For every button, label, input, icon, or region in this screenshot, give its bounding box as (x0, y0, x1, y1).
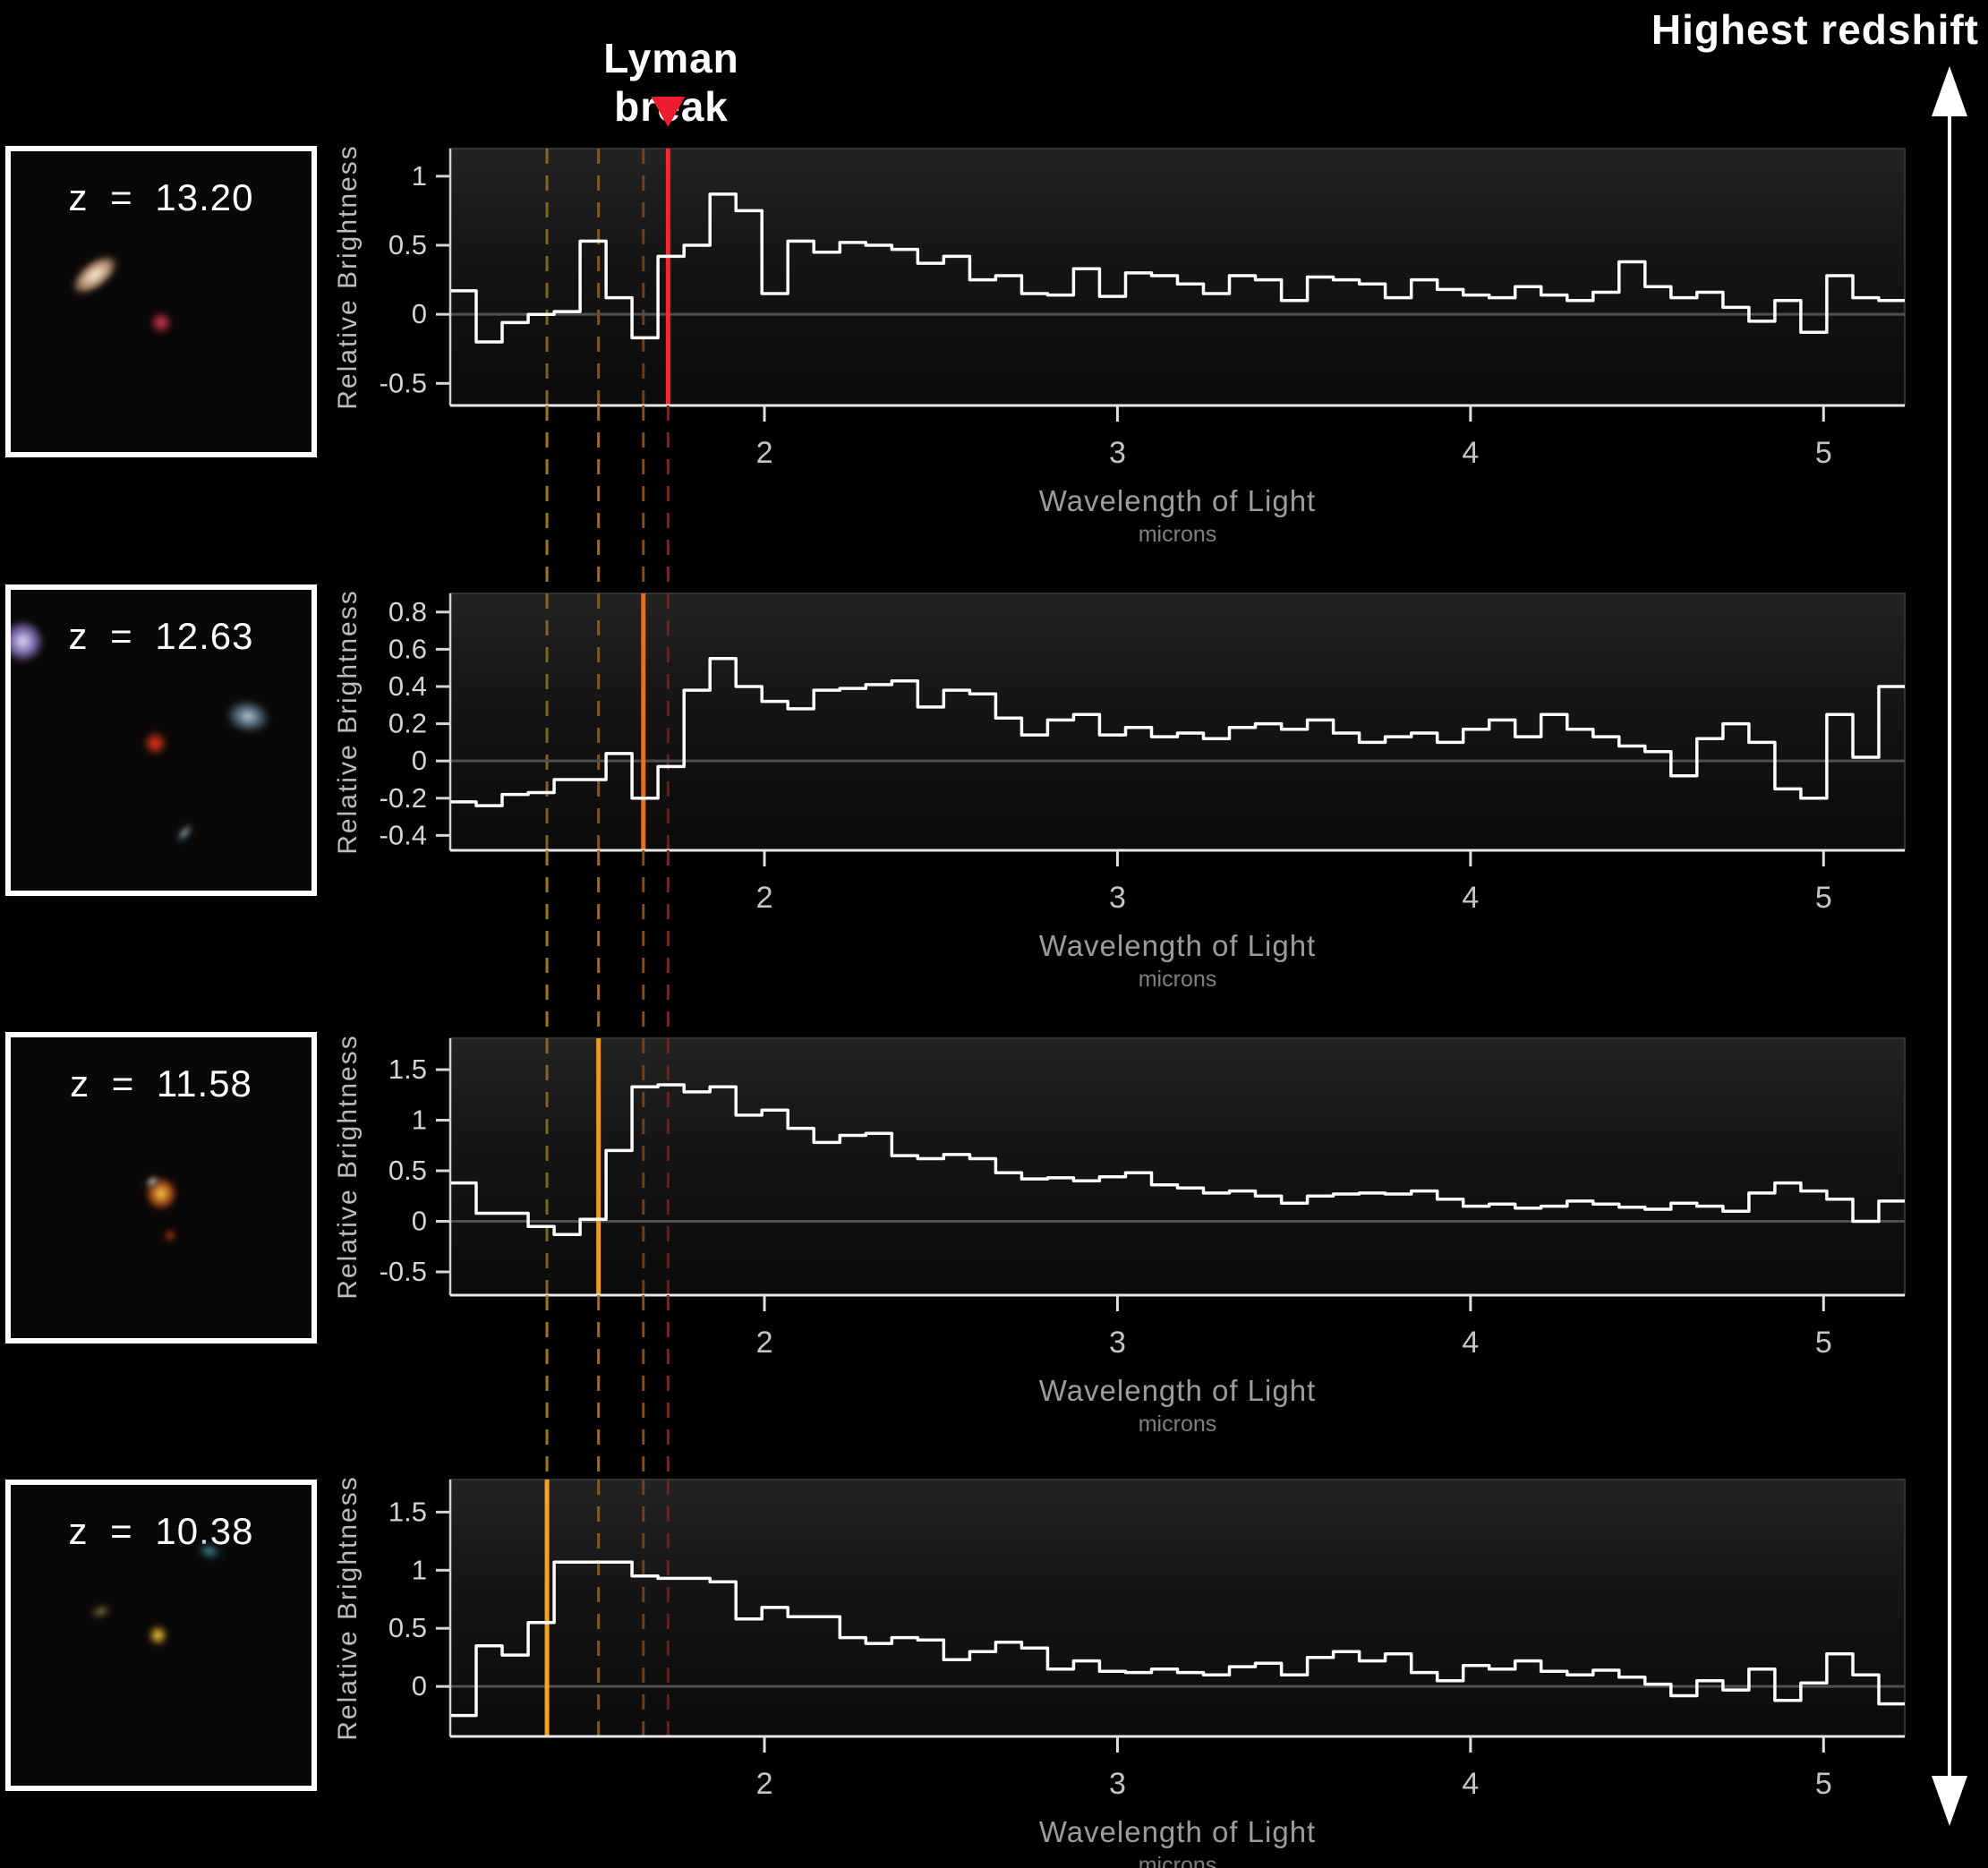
x-tick-label: 5 (1815, 1326, 1832, 1360)
y-tick-label: 1 (412, 160, 427, 192)
lyman-break-label: Lyman break (603, 35, 739, 130)
galaxy-cutout-z13-20: z = 13.20 (5, 146, 317, 457)
x-axis-subtitle: microns (1139, 1853, 1217, 1868)
y-axis-title: Relative Brightness (333, 589, 363, 854)
y-tick-label: 0.8 (388, 596, 427, 627)
spectrum-panel-z12-63: 0.8 0.6 0.4 0.2 0 -0.2 -0.4 2 3 4 5 Wavelength of L… (333, 589, 1906, 992)
plot-background (449, 593, 1906, 851)
faint-galaxy-right (223, 695, 274, 737)
x-tick-label: 2 (756, 436, 773, 470)
plot-background (449, 1479, 1906, 1737)
x-tick-label: 4 (1462, 1326, 1479, 1360)
y-axis-title: Relative Brightness (333, 1034, 363, 1299)
highest-redshift-label: Highest redshift (1651, 6, 1979, 53)
y-tick-label: 0.5 (388, 1155, 427, 1186)
x-tick-label: 5 (1815, 436, 1832, 470)
faint-red-dot-below (162, 1228, 178, 1244)
y-tick-label: -0.4 (380, 819, 427, 850)
corner-star-white-purple (11, 619, 44, 662)
galaxy-cutout-z11-58: z = 11.58 (5, 1032, 317, 1343)
spectrum-plot-svg: 1 0.5 0 -0.5 2 3 4 5 Wavelength of Light microns R… (333, 144, 1906, 547)
y-tick-label: 1.5 (388, 1496, 427, 1527)
redshift-value-label: z = 10.38 (68, 1510, 254, 1552)
spectrum-plot-svg: 1.5 1 0.5 0 2 3 4 5 Wavelength of Light microns Re… (333, 1475, 1906, 1868)
spectrum-panel-z11-58: 1.5 1 0.5 0 -0.5 2 3 4 5 Wavelength of Light micro… (333, 1034, 1906, 1437)
x-tick-label: 3 (1109, 881, 1126, 915)
y-axis-title: Relative Brightness (333, 1475, 363, 1740)
galaxy-elongated-white (64, 247, 125, 303)
redshift-arrow-down-icon (1932, 1776, 1967, 1826)
x-tick-label: 5 (1815, 1767, 1832, 1801)
red-dot (142, 730, 167, 755)
spectrum-plot-svg: 1.5 1 0.5 0 -0.5 2 3 4 5 Wavelength of Light micro… (333, 1034, 1906, 1437)
y-tick-label: 0.5 (388, 1612, 427, 1643)
x-tick-label: 2 (756, 881, 773, 915)
x-tick-label: 3 (1109, 1326, 1126, 1360)
x-tick-label: 2 (756, 1326, 773, 1360)
y-tick-label: -0.5 (380, 367, 427, 398)
y-tick-label: 0 (412, 745, 427, 776)
y-tick-label: 1.5 (388, 1053, 427, 1085)
red-dot (149, 311, 174, 335)
x-axis-title: Wavelength of Light (1039, 929, 1316, 962)
y-tick-label: 0 (412, 1206, 427, 1237)
y-tick-label: -0.5 (380, 1256, 427, 1287)
x-axis-subtitle: microns (1139, 967, 1217, 992)
spectrum-panel-z13-20: 1 0.5 0 -0.5 2 3 4 5 Wavelength of Light microns R… (333, 144, 1906, 547)
y-tick-label: 1 (412, 1105, 427, 1136)
y-tick-label: 0.2 (388, 708, 427, 739)
x-tick-label: 4 (1462, 1767, 1479, 1801)
spectrum-step-curve (450, 192, 1905, 344)
x-tick-label: 4 (1462, 881, 1479, 915)
y-tick-label: 0 (412, 1670, 427, 1702)
spectrum-step-curve (450, 1083, 1905, 1236)
spectrum-step-curve (450, 657, 1905, 807)
x-tick-label: 3 (1109, 1767, 1126, 1801)
x-tick-label: 3 (1109, 436, 1126, 470)
x-axis-title: Wavelength of Light (1039, 484, 1316, 517)
redshift-value-label: z = 13.20 (68, 176, 254, 218)
x-axis-subtitle: microns (1139, 522, 1217, 547)
y-tick-label: 0.5 (388, 229, 427, 260)
y-tick-label: 0.6 (388, 633, 427, 664)
x-axis-title: Wavelength of Light (1039, 1815, 1316, 1848)
x-axis-title: Wavelength of Light (1039, 1374, 1316, 1407)
y-tick-label: 0 (412, 298, 427, 329)
spectrum-step-curve (450, 1560, 1905, 1718)
x-axis-subtitle: microns (1139, 1412, 1217, 1437)
redshift-value-label: z = 12.63 (68, 615, 254, 657)
y-tick-label: 1 (412, 1554, 427, 1585)
x-tick-label: 2 (756, 1767, 773, 1801)
spectrum-panel-z10-38: 1.5 1 0.5 0 2 3 4 5 Wavelength of Light microns Re… (333, 1475, 1906, 1868)
spectrum-plot-svg: 0.8 0.6 0.4 0.2 0 -0.2 -0.4 2 3 4 5 Wavelength of L… (333, 589, 1906, 992)
y-tick-label: 0.4 (388, 670, 427, 702)
redshift-arrow-up-icon (1932, 66, 1967, 116)
x-tick-label: 4 (1462, 436, 1479, 470)
x-tick-label: 5 (1815, 881, 1832, 915)
galaxy-cutout-z12-63: z = 12.63 (5, 584, 317, 896)
y-tick-label: -0.2 (380, 782, 427, 814)
yellow-dot-galaxy (147, 1625, 169, 1646)
faint-smudge-bottom (173, 820, 198, 847)
redshift-value-label: z = 11.58 (70, 1062, 252, 1105)
y-axis-title: Relative Brightness (333, 144, 363, 409)
galaxy-cutout-z10-38: z = 10.38 (5, 1480, 317, 1791)
faint-yellow-smudge (87, 1599, 115, 1623)
